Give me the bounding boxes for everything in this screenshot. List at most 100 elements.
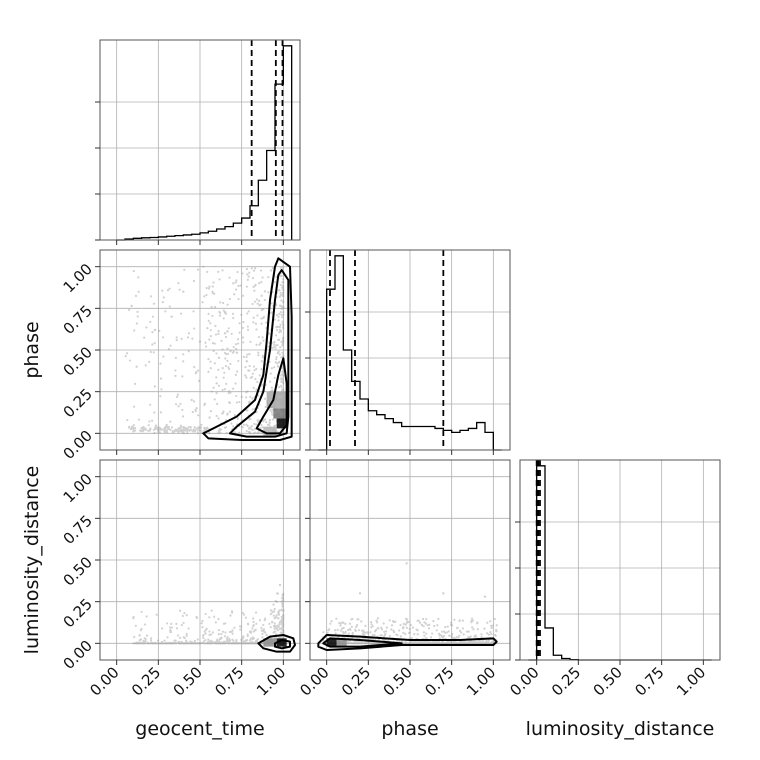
sample-point	[275, 600, 279, 603]
sample-point	[193, 642, 196, 645]
sample-point	[437, 641, 440, 645]
x-tick-label: 0.50	[590, 663, 626, 699]
sample-point	[281, 351, 284, 354]
sample-point	[176, 634, 180, 637]
sample-point	[232, 316, 235, 320]
sample-point	[455, 641, 458, 644]
y-tick-label: 0.75	[60, 512, 96, 548]
sample-point	[235, 279, 238, 282]
sample-point	[364, 642, 367, 645]
sample-point	[217, 642, 220, 645]
sample-point	[438, 642, 441, 645]
sample-point	[462, 633, 465, 636]
sample-point	[219, 428, 222, 431]
sample-point	[278, 609, 281, 612]
sample-point	[203, 403, 206, 407]
sample-point	[282, 336, 285, 339]
sample-point	[175, 642, 178, 645]
sample-point	[226, 352, 230, 355]
sample-point	[420, 641, 423, 644]
sample-point	[470, 642, 473, 645]
sample-point	[432, 642, 435, 645]
sample-point	[236, 338, 240, 341]
sample-point	[273, 622, 276, 625]
hist-bin	[233, 223, 241, 240]
sample-point	[448, 641, 451, 644]
sample-point	[416, 619, 419, 622]
sample-point	[171, 430, 174, 433]
sample-point	[282, 623, 285, 626]
sample-point	[282, 286, 285, 289]
sample-point	[369, 641, 372, 645]
sample-point	[207, 370, 210, 374]
sample-point	[277, 338, 281, 341]
x-tick-label: 0.50	[380, 663, 416, 699]
sample-point	[132, 424, 135, 427]
sample-point	[272, 343, 276, 346]
sample-point	[185, 614, 188, 617]
sample-point	[260, 384, 263, 387]
sample-point	[262, 418, 266, 422]
sample-point	[181, 429, 184, 432]
sample-point	[196, 616, 199, 620]
sample-point	[210, 633, 213, 636]
sample-point	[265, 633, 268, 637]
sample-point	[375, 628, 378, 632]
sample-point	[347, 632, 350, 635]
sample-point	[192, 642, 195, 645]
sample-point	[404, 617, 408, 620]
sample-point	[223, 640, 226, 644]
sample-point	[253, 289, 256, 292]
sample-point	[348, 641, 351, 644]
sample-point	[230, 642, 233, 645]
hist-bin	[183, 235, 191, 240]
sample-point	[178, 609, 182, 612]
sample-point	[416, 642, 420, 645]
sample-point	[473, 640, 476, 643]
sample-point	[279, 620, 282, 623]
sample-point	[281, 621, 285, 624]
sample-point	[278, 636, 281, 639]
sample-point	[154, 642, 157, 645]
sample-point	[427, 641, 430, 645]
sample-point	[262, 628, 265, 631]
sample-point	[344, 622, 347, 626]
sample-point	[489, 642, 492, 645]
sample-point	[251, 302, 254, 306]
sample-point	[183, 611, 186, 615]
sample-point	[351, 631, 354, 635]
sample-point	[402, 642, 405, 645]
sample-point	[269, 609, 273, 612]
sample-point	[190, 640, 193, 644]
sample-point	[447, 642, 450, 645]
sample-point	[187, 642, 191, 645]
sample-point	[418, 642, 421, 645]
sample-point	[241, 637, 244, 640]
sample-point	[178, 636, 182, 639]
sample-point	[282, 295, 285, 298]
sample-point	[265, 421, 268, 424]
sample-point	[234, 642, 237, 645]
sample-point	[206, 426, 209, 429]
sample-point	[478, 639, 481, 642]
sample-point	[208, 642, 211, 645]
sample-point	[142, 428, 145, 431]
sample-point	[154, 424, 158, 427]
sample-point	[209, 642, 212, 645]
sample-point	[339, 629, 342, 632]
sample-point	[367, 642, 371, 645]
sample-point	[413, 632, 416, 636]
sample-point	[236, 642, 239, 645]
sample-point	[420, 642, 423, 645]
sample-point	[362, 629, 365, 632]
sample-point	[217, 617, 220, 621]
sample-point	[176, 428, 179, 431]
sample-point	[214, 333, 218, 336]
sample-point	[184, 428, 188, 431]
sample-point	[254, 642, 257, 645]
sample-point	[211, 631, 215, 634]
sample-point	[256, 432, 259, 435]
hist-bin	[283, 46, 291, 240]
sample-point	[278, 609, 281, 612]
sample-point	[385, 630, 388, 633]
